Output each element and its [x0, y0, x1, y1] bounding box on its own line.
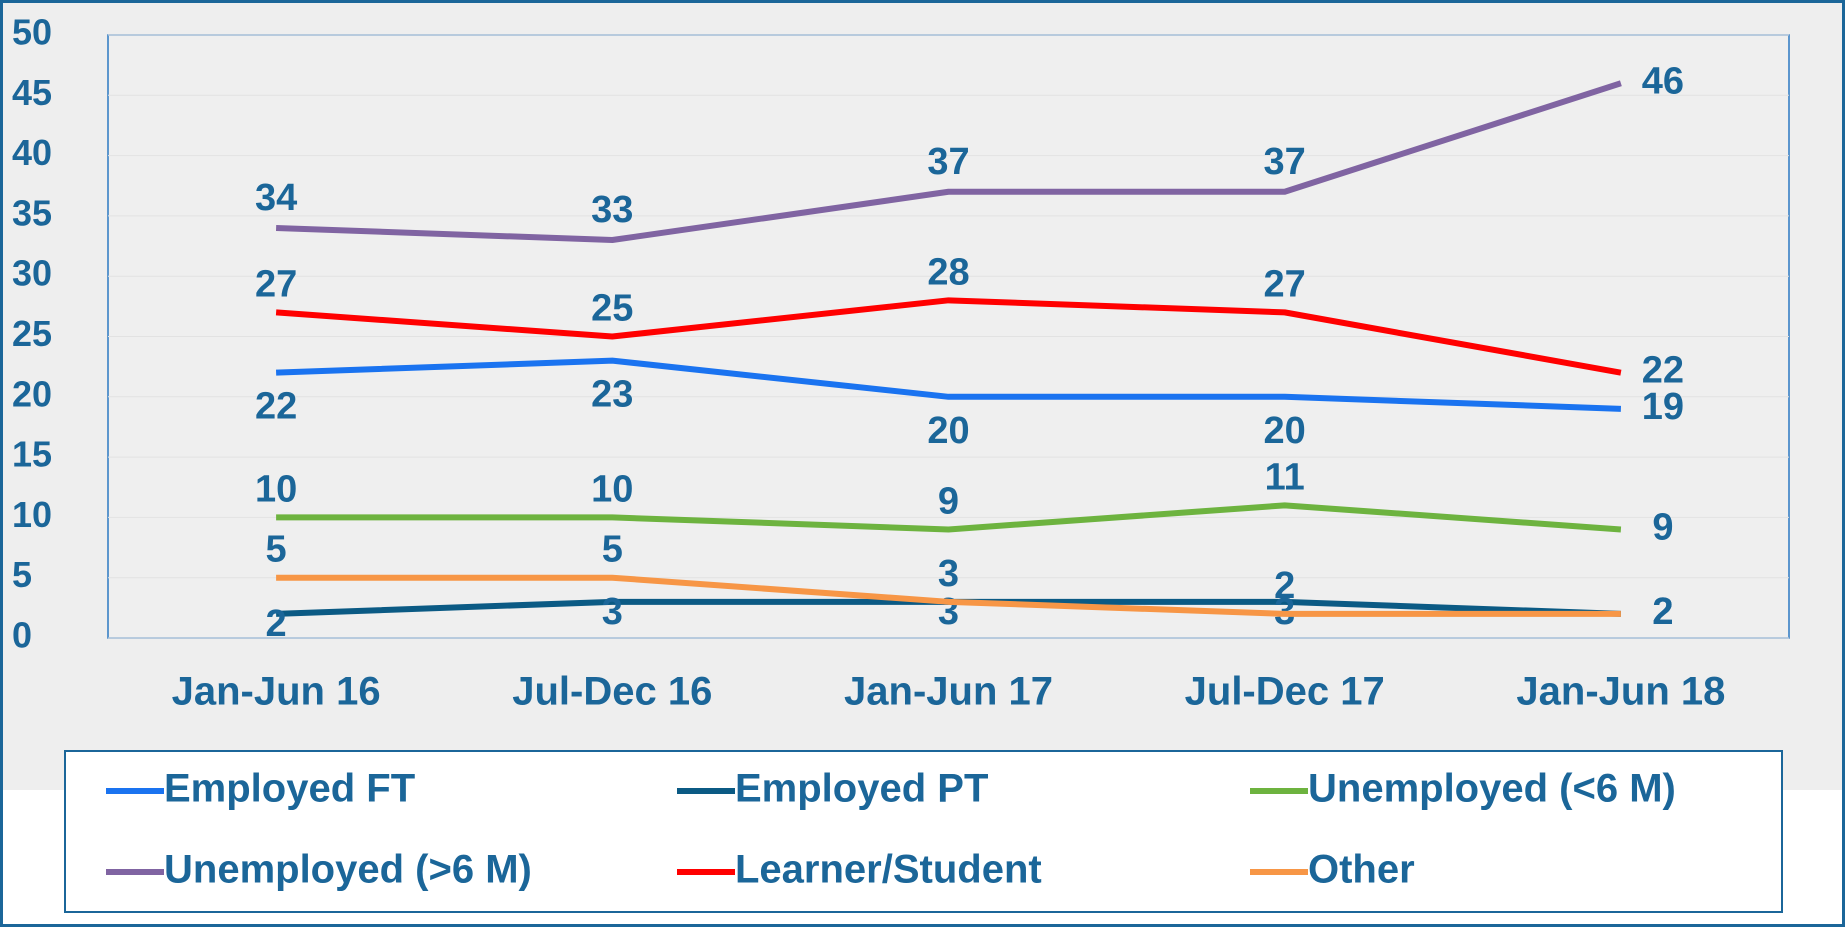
- data-label: 27: [255, 263, 297, 305]
- y-tick-label: 20: [12, 373, 52, 414]
- data-label: 33: [591, 189, 633, 231]
- y-tick-label: 40: [12, 132, 52, 173]
- legend-box: [64, 750, 1783, 913]
- data-label: 9: [938, 480, 959, 522]
- data-label: 37: [927, 141, 969, 183]
- legend-label: Unemployed (>6 M): [164, 848, 532, 892]
- series-line: [275, 297, 1622, 376]
- legend-label: Employed PT: [735, 767, 988, 811]
- data-label: 46: [1642, 60, 1684, 102]
- y-tick-label: 0: [12, 615, 32, 656]
- x-tick-label: Jan-Jun 16: [172, 670, 381, 714]
- series-line: [276, 502, 1622, 533]
- data-label: 27: [1264, 263, 1306, 305]
- legend-label: Unemployed (<6 M): [1308, 767, 1676, 811]
- data-label: 2: [1652, 591, 1673, 633]
- data-label: 11: [1265, 456, 1305, 498]
- data-label: 22: [1642, 350, 1684, 392]
- y-tick-label: 35: [12, 192, 52, 233]
- data-label: 20: [1264, 410, 1306, 452]
- y-tick-label: 25: [12, 313, 52, 354]
- series-line: [276, 574, 1621, 617]
- data-label: 28: [927, 251, 969, 293]
- data-label: 2: [1652, 591, 1673, 633]
- legend-label: Learner/Student: [735, 848, 1042, 892]
- data-label: 37: [1264, 141, 1306, 183]
- data-label: 9: [1652, 506, 1673, 548]
- data-label: 2: [1274, 565, 1295, 607]
- legend-label: Employed FT: [164, 767, 415, 811]
- series-line: [275, 80, 1622, 244]
- data-label: 19: [1642, 386, 1684, 428]
- x-tick-label: Jan-Jun 17: [844, 670, 1053, 714]
- data-label: 20: [927, 410, 969, 452]
- data-label: 3: [602, 591, 623, 633]
- legend-label: Other: [1308, 848, 1415, 892]
- data-label: 3: [938, 553, 959, 595]
- x-tick-label: Jul-Dec 17: [1185, 670, 1385, 714]
- y-tick-label: 45: [12, 72, 52, 113]
- x-tick-label: Jan-Jun 18: [1516, 670, 1725, 714]
- data-label: 23: [591, 374, 633, 416]
- data-label: 10: [255, 468, 297, 510]
- data-label: 10: [591, 468, 633, 510]
- y-tick-label: 50: [12, 12, 52, 53]
- y-tick-label: 5: [12, 554, 32, 595]
- y-tick-label: 10: [12, 494, 52, 535]
- data-label: 2: [266, 603, 287, 645]
- data-label: 5: [602, 529, 623, 571]
- y-tick-label: 30: [12, 253, 52, 294]
- x-tick-label: Jul-Dec 16: [512, 670, 712, 714]
- data-label: 25: [591, 288, 633, 330]
- data-label: 3: [938, 591, 959, 633]
- data-label: 34: [255, 177, 297, 219]
- data-label: 22: [255, 386, 297, 428]
- y-tick-label: 15: [12, 434, 52, 475]
- data-label: 5: [266, 529, 287, 571]
- series-line: [275, 357, 1622, 412]
